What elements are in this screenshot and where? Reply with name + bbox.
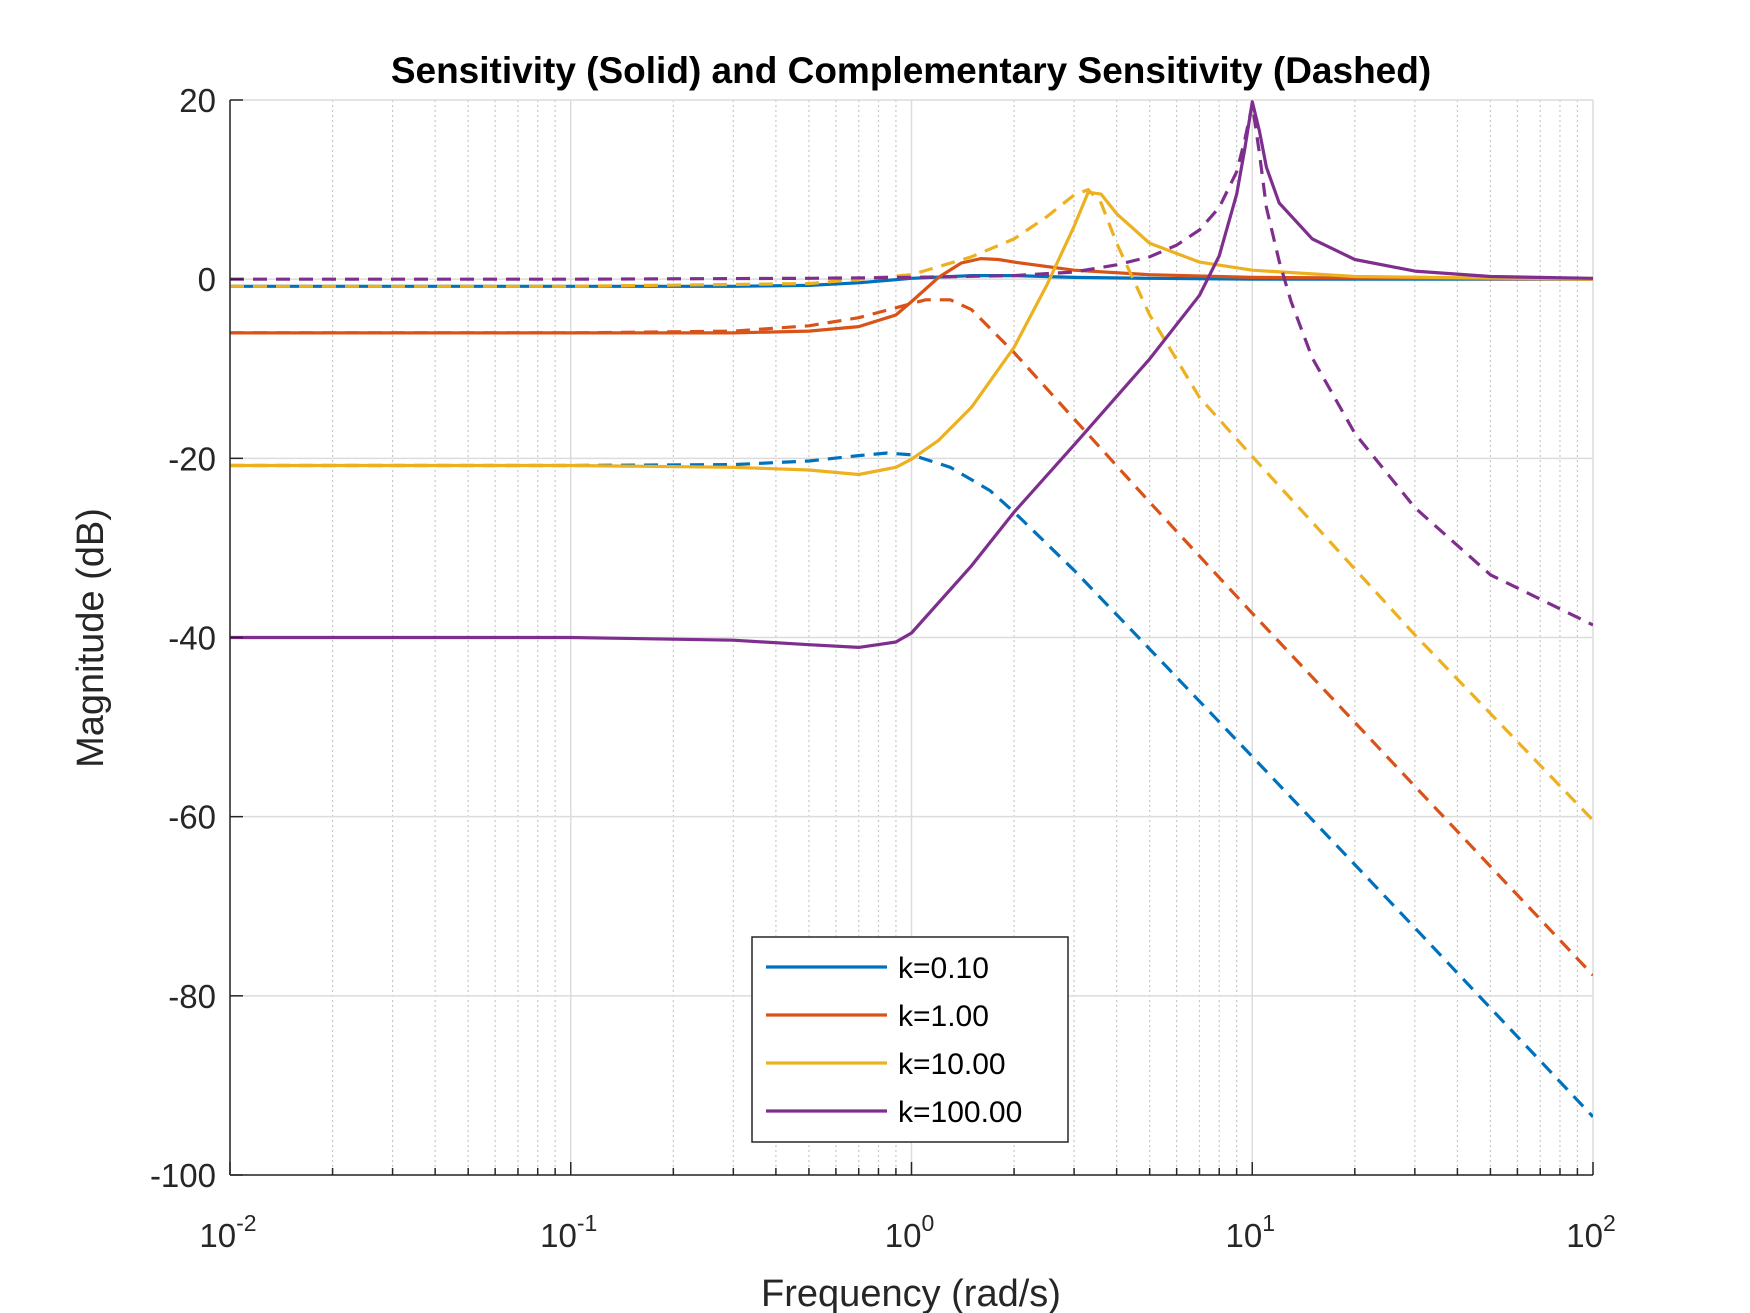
legend-label: k=100.00	[898, 1096, 1022, 1129]
y-tick-label: -80	[168, 978, 216, 1015]
y-tick-label: 0	[198, 261, 216, 298]
x-tick-label: 10-2	[199, 1210, 256, 1254]
x-axis-label: Frequency (rad/s)	[761, 1273, 1061, 1313]
legend: k=0.10 k=1.00 k=10.00 k=100.00	[751, 936, 1069, 1143]
y-tick-label: -100	[150, 1157, 216, 1194]
series-line-k-0-10-dashed	[230, 451, 1593, 1118]
legend-label: k=10.00	[898, 1048, 1006, 1081]
y-tick-label: -20	[168, 440, 216, 477]
legend-label: k=1.00	[898, 1000, 989, 1033]
x-tick-label: 10-1	[540, 1210, 597, 1254]
series-line-k-1-00-solid	[230, 257, 1593, 335]
y-tick-label: -40	[168, 620, 216, 657]
series-group	[230, 100, 1593, 1118]
x-tick-label: 102	[1566, 1210, 1616, 1254]
y-tick-label: 20	[179, 82, 216, 119]
y-axis-label: Magnitude (dB)	[70, 508, 112, 768]
series-line-k-1-00-dashed	[230, 298, 1593, 977]
legend-label: k=0.10	[898, 952, 989, 985]
series-line-k-10-00-solid	[230, 190, 1593, 477]
y-tick-label: -60	[168, 799, 216, 836]
series-line-k-100-00-solid	[230, 100, 1593, 650]
legend-box	[751, 936, 1069, 1143]
axes	[229, 99, 1594, 1176]
x-tick-label: 101	[1225, 1210, 1275, 1254]
x-tick-label: 100	[885, 1210, 935, 1254]
chart-title: Sensitivity (Solid) and Complementary Se…	[391, 50, 1431, 91]
series-line-k-100-00-dashed	[230, 102, 1593, 627]
tick-labels: 20 0 -20 -40 -60 -80 -100 10-2 10-1 100 101 102	[150, 82, 1616, 1254]
